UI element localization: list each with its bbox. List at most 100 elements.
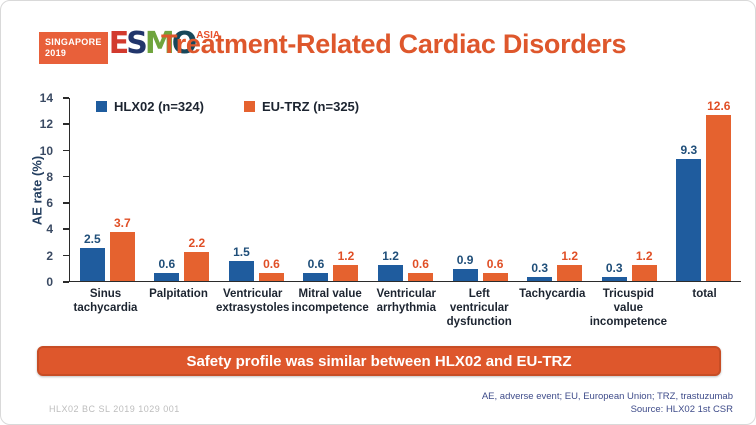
bar-group: 1.2 0.6 (368, 98, 443, 281)
x-category-label: Palpitation (149, 288, 208, 300)
bar-value-label: 1.2 (561, 249, 578, 264)
bar-value-label: 1.5 (233, 245, 250, 260)
bar (378, 265, 404, 281)
bar-group: 0.3 1.2 (517, 98, 592, 281)
bar-column: 1.2 (631, 249, 657, 281)
bar-column: 9.3 (676, 142, 702, 281)
y-tick-label: 8 (46, 169, 53, 184)
bar-value-label: 9.3 (680, 142, 698, 157)
esmo-letter: M (144, 26, 175, 61)
bar-column: 3.7 (109, 216, 135, 281)
bar (482, 273, 508, 281)
bar (154, 273, 180, 281)
bar (184, 252, 210, 281)
x-category-label: Left ventricular dysfunction (446, 288, 512, 328)
bar-column: 1.2 (378, 249, 404, 281)
conclusion-banner: Safety profile was similar between HLX02… (37, 346, 721, 376)
y-tick-mark (63, 149, 69, 152)
x-category-label: Tachycardia (519, 288, 586, 300)
slide-code: HLX02 BC SL 2019 1029 001 (49, 404, 180, 414)
bar (258, 273, 284, 281)
bar (557, 265, 583, 281)
y-tick-label: 0 (46, 275, 53, 289)
bar-chart: AE rate (%) 0 2 4 6 8 10 12 14 HLX02 (n=324) EU-… (1, 89, 755, 344)
y-tick-label: 14 (39, 91, 53, 105)
y-tick-label: 2 (46, 248, 53, 263)
y-tick-mark (63, 228, 69, 230)
bar-value-label: 0.3 (531, 260, 548, 275)
legend-label: EU-TRZ (n=325) (261, 99, 360, 114)
logo-badge-line1: SINGAPORE (45, 37, 102, 47)
bar-value-label: 0.6 (307, 256, 325, 271)
esmo-letter: O (171, 26, 197, 61)
x-category-label: total (692, 288, 717, 300)
y-tick-label: 12 (39, 117, 53, 132)
legend-swatch-icon (243, 101, 255, 112)
y-tick-label: 10 (39, 143, 53, 158)
bar (228, 261, 254, 281)
esmo-letter: S (126, 26, 148, 61)
bar-group: 0.6 2.2 (145, 98, 220, 281)
bar-group: 1.5 0.6 (219, 98, 294, 281)
bar (676, 158, 702, 281)
bar (631, 265, 657, 281)
esmo-asia-logo: SINGAPORE 2019 ESMO ASIA (39, 29, 221, 64)
bar-value-label: 1.2 (337, 249, 355, 264)
logo-asia-label: ASIA (196, 30, 221, 41)
x-labels: Sinus tachycardia Palpitation Ventricular … (69, 288, 741, 329)
page-title: Treatment-Related Cardiac Disorders (161, 29, 627, 59)
footnote: AE, adverse event; EU, European Union; T… (482, 391, 733, 417)
bar (303, 273, 329, 281)
footnote-abbreviations: AE, adverse event; EU, European Union; T… (481, 391, 733, 403)
bar (706, 115, 732, 281)
x-category-label: Ventricular arrhythmia (376, 288, 436, 314)
bar-column: 2.2 (184, 235, 210, 281)
x-category-label: Tricuspid value incompetence (589, 288, 668, 328)
bar-value-label: 0.6 (486, 256, 504, 271)
bar-value-label: 2.5 (83, 231, 101, 246)
legend-item: EU-TRZ (n=325) (243, 99, 360, 114)
y-tick-label: 6 (46, 196, 53, 211)
bar-group: 0.9 0.6 (443, 98, 518, 281)
bar-column: 0.6 (303, 256, 329, 281)
bars-container: 2.5 3.7 0.6 2.2 1.5 0.6 0.6 1.2 1.2 0.6 0.9 0.6 0.3 1… (70, 98, 741, 281)
footnote-source: Source: HLX02 1st CSR (630, 404, 733, 416)
bar-value-label: 2.2 (188, 235, 206, 250)
bar (333, 265, 359, 281)
bar (601, 277, 627, 281)
bar-column: 0.3 (601, 260, 627, 281)
y-tick-mark (63, 123, 69, 125)
x-category-label: Mitral value incompetence (291, 288, 369, 314)
bar-column: 1.2 (333, 249, 359, 281)
bar-value-label: 0.6 (412, 256, 429, 271)
bar-value-label: 0.9 (456, 252, 474, 267)
bar-group: 0.6 1.2 (294, 98, 369, 281)
bar-value-label: 1.2 (382, 249, 399, 264)
bar-value-label: 0.3 (605, 260, 623, 275)
legend: HLX02 (n=324) EU-TRZ (n=325) (96, 99, 359, 114)
bar-value-label: 1.2 (635, 249, 653, 264)
bar-column: 0.6 (408, 256, 434, 281)
legend-label: HLX02 (n=324) (114, 99, 204, 114)
esmo-letters: ESMO (109, 29, 197, 59)
bar-group: 2.5 3.7 (70, 98, 145, 281)
x-category-label: Ventricular extrasystoles (215, 288, 290, 314)
y-tick-label: 4 (46, 222, 53, 237)
bar-column: 1.2 (557, 249, 583, 281)
bar-value-label: 12.6 (707, 99, 731, 114)
bar (527, 277, 553, 281)
bar-column: 0.3 (527, 260, 553, 281)
bar (109, 232, 135, 281)
y-tick-mark (63, 281, 69, 283)
bar (79, 248, 105, 281)
esmo-letter: E (108, 26, 129, 61)
bar-value-label: 3.7 (113, 216, 131, 231)
y-tick-mark (63, 97, 69, 99)
bar-value-label: 0.6 (158, 256, 176, 271)
bar-group: 9.3 12.6 (667, 98, 742, 281)
logo-badge-line2: 2019 (45, 48, 67, 59)
y-tick-mark (63, 202, 69, 204)
legend-item: HLX02 (n=324) (96, 99, 204, 114)
bar-column: 12.6 (706, 99, 732, 281)
